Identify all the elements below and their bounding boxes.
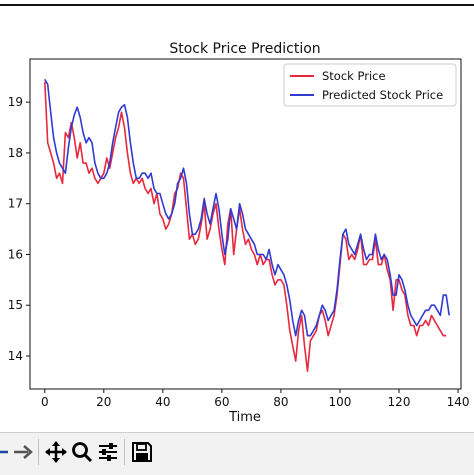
legend: Stock Price Predicted Stock Price	[283, 63, 457, 107]
pan-icon[interactable]	[44, 438, 68, 466]
zoom-icon[interactable]	[70, 438, 94, 466]
toolbar-separator	[124, 439, 125, 465]
series-layer	[44, 78, 450, 373]
x-tick-label: 60	[214, 395, 229, 409]
x-tick-label: 0	[41, 395, 49, 409]
subplots-config-icon[interactable]	[96, 438, 120, 466]
y-tick-label: 14	[8, 349, 23, 363]
legend-label-stock-price: Stock Price	[322, 69, 386, 83]
legend-box	[283, 63, 457, 107]
x-tick-label: 20	[96, 395, 111, 409]
navigation-toolbar	[0, 432, 474, 475]
x-tick-label: 140	[447, 395, 470, 409]
x-tick-label: 100	[329, 395, 352, 409]
back-arrow-icon[interactable]	[0, 438, 10, 466]
legend-label-predicted-stock-price: Predicted Stock Price	[322, 88, 443, 102]
x-tick-label: 120	[388, 395, 411, 409]
save-icon[interactable]	[130, 438, 154, 466]
chart-title: Stock Price Prediction	[169, 41, 320, 57]
series-line-stock-price	[44, 81, 447, 373]
stock-price-chart: 0 20 40 60 80 100 120 140 14 15 16 17 18 19 Stock Pri…	[0, 4, 474, 425]
x-tick-label: 80	[273, 395, 288, 409]
forward-arrow-icon[interactable]	[12, 438, 34, 466]
toolbar-separator	[38, 439, 39, 465]
y-tick-label: 19	[8, 95, 23, 109]
ticks-layer: 0 20 40 60 80 100 120 140 14 15 16 17 18 19	[8, 95, 470, 409]
y-tick-label: 17	[8, 197, 23, 211]
y-tick-label: 16	[8, 247, 23, 261]
y-tick-label: 18	[8, 146, 23, 160]
x-axis-label: Time	[228, 410, 261, 425]
x-tick-label: 40	[155, 395, 170, 409]
y-tick-label: 15	[8, 298, 23, 312]
axes-frame	[29, 58, 462, 390]
series-line-predicted-stock-price	[44, 78, 450, 337]
